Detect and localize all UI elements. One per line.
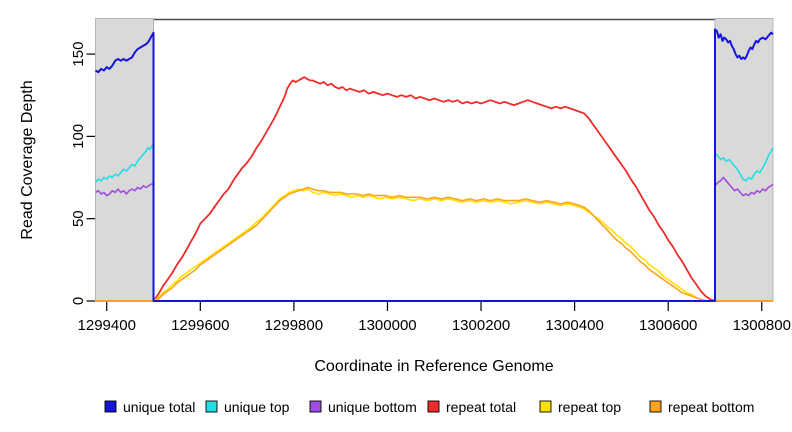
legend-swatch-repeat-bottom	[649, 400, 662, 413]
x-tick-label: 1300400	[545, 317, 603, 334]
line-unique-top	[94, 143, 774, 302]
line-repeat-bottom	[95, 186, 773, 302]
y-tick-label: 100	[70, 124, 87, 149]
line-repeat-total	[95, 76, 773, 302]
legend-swatch-unique-top	[205, 400, 218, 413]
x-tick-label: 1300600	[639, 317, 697, 334]
legend-label: unique bottom	[328, 399, 417, 415]
x-tick-label: 1299400	[78, 317, 136, 334]
legend: unique total unique top unique bottom repea…	[104, 399, 754, 415]
legend-label: repeat top	[558, 399, 621, 415]
legend-item: repeat top	[539, 399, 621, 415]
line-repeat-top	[95, 188, 773, 302]
x-tick-label: 1300200	[452, 317, 510, 334]
x-tick-label: 1299600	[171, 317, 229, 334]
plot-area: 1299400 1299600 1299800 1300000 1300200 13004…	[70, 18, 791, 334]
legend-item: repeat bottom	[649, 399, 754, 415]
legend-item: unique bottom	[309, 399, 417, 415]
legend-item: unique top	[205, 399, 290, 415]
y-tick-label: 0	[70, 297, 87, 305]
legend-item: unique total	[104, 399, 195, 415]
legend-swatch-repeat-top	[539, 400, 552, 413]
x-tick-label: 1300000	[358, 317, 416, 334]
legend-label: repeat total	[446, 399, 516, 415]
legend-label: unique top	[224, 399, 290, 415]
line-unique-total	[94, 28, 774, 302]
shaded-region-left	[95, 18, 154, 302]
x-tick-label: 1299800	[265, 317, 323, 334]
x-axis-title: Coordinate in Reference Genome	[314, 358, 553, 375]
legend-swatch-unique-bottom	[309, 400, 322, 413]
legend-item: repeat total	[427, 399, 516, 415]
y-tick-label: 50	[70, 210, 87, 227]
shaded-region-right	[714, 18, 774, 302]
legend-label: unique total	[123, 399, 195, 415]
y-tick-label: 150	[70, 42, 87, 67]
y-axis-title: Read Coverage Depth	[19, 80, 36, 239]
legend-swatch-unique-total	[104, 400, 117, 413]
legend-label: repeat bottom	[668, 399, 754, 415]
x-tick-label: 1300800	[733, 317, 791, 334]
legend-swatch-repeat-total	[427, 400, 440, 413]
